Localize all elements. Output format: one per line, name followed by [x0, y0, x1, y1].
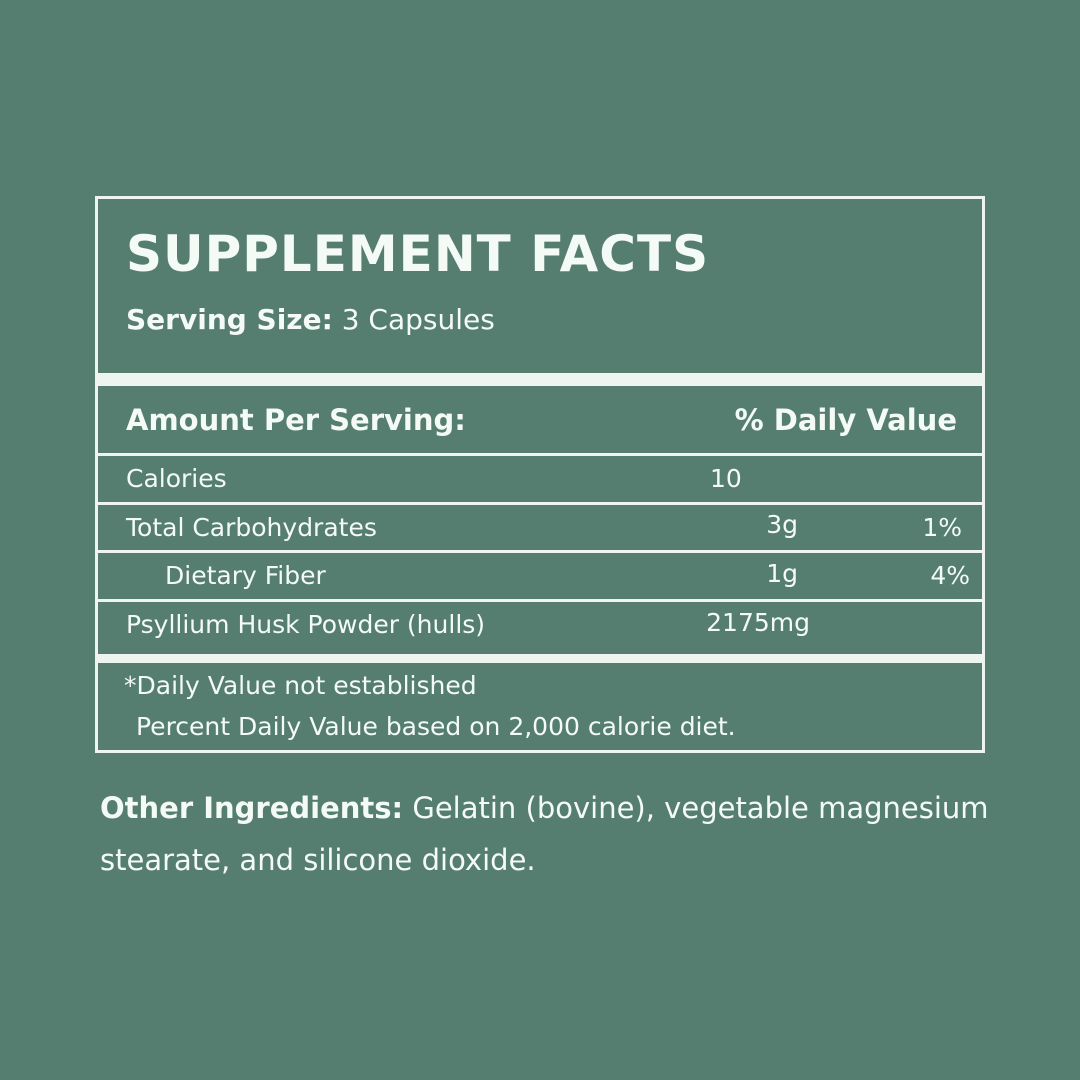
row-dv: 1% — [922, 513, 962, 542]
row-dv: 4% — [930, 561, 970, 590]
row-name: Total Carbohydrates — [126, 513, 377, 542]
row-amount: 10 — [710, 464, 742, 493]
row-amount: 2175mg — [706, 608, 810, 637]
thick-divider — [98, 654, 982, 663]
row-name: Psyllium Husk Powder (hulls) — [126, 610, 486, 639]
row-amount: 1g — [766, 559, 798, 588]
row-amount: 3g — [766, 510, 798, 539]
row-name: Dietary Fiber — [165, 561, 326, 590]
footnote-daily-value: *Daily Value not established — [124, 671, 477, 700]
other-ingredients-label: Other Ingredients: — [100, 791, 404, 825]
divider — [98, 502, 982, 505]
divider — [98, 599, 982, 602]
divider — [98, 453, 982, 456]
serving-value: 3 Capsules — [341, 303, 495, 336]
row-name: Calories — [126, 464, 227, 493]
header-daily-value: % Daily Value — [734, 403, 957, 437]
other-ingredients: Other Ingredients: Gelatin (bovine), veg… — [100, 782, 1000, 886]
panel-title: SUPPLEMENT FACTS — [126, 225, 710, 283]
thick-divider — [98, 373, 982, 386]
footnote-calorie-diet: Percent Daily Value based on 2,000 calor… — [136, 712, 736, 741]
header-amount: Amount Per Serving: — [126, 403, 466, 437]
serving-label: Serving Size: — [126, 303, 333, 336]
other-ingredients-text: Gelatin (bovine), vegetable magnesium st… — [100, 791, 989, 877]
serving-size: Serving Size: 3 Capsules — [126, 303, 495, 336]
divider — [98, 550, 982, 553]
supplement-facts-panel: SUPPLEMENT FACTS Serving Size: 3 Capsule… — [95, 196, 985, 753]
